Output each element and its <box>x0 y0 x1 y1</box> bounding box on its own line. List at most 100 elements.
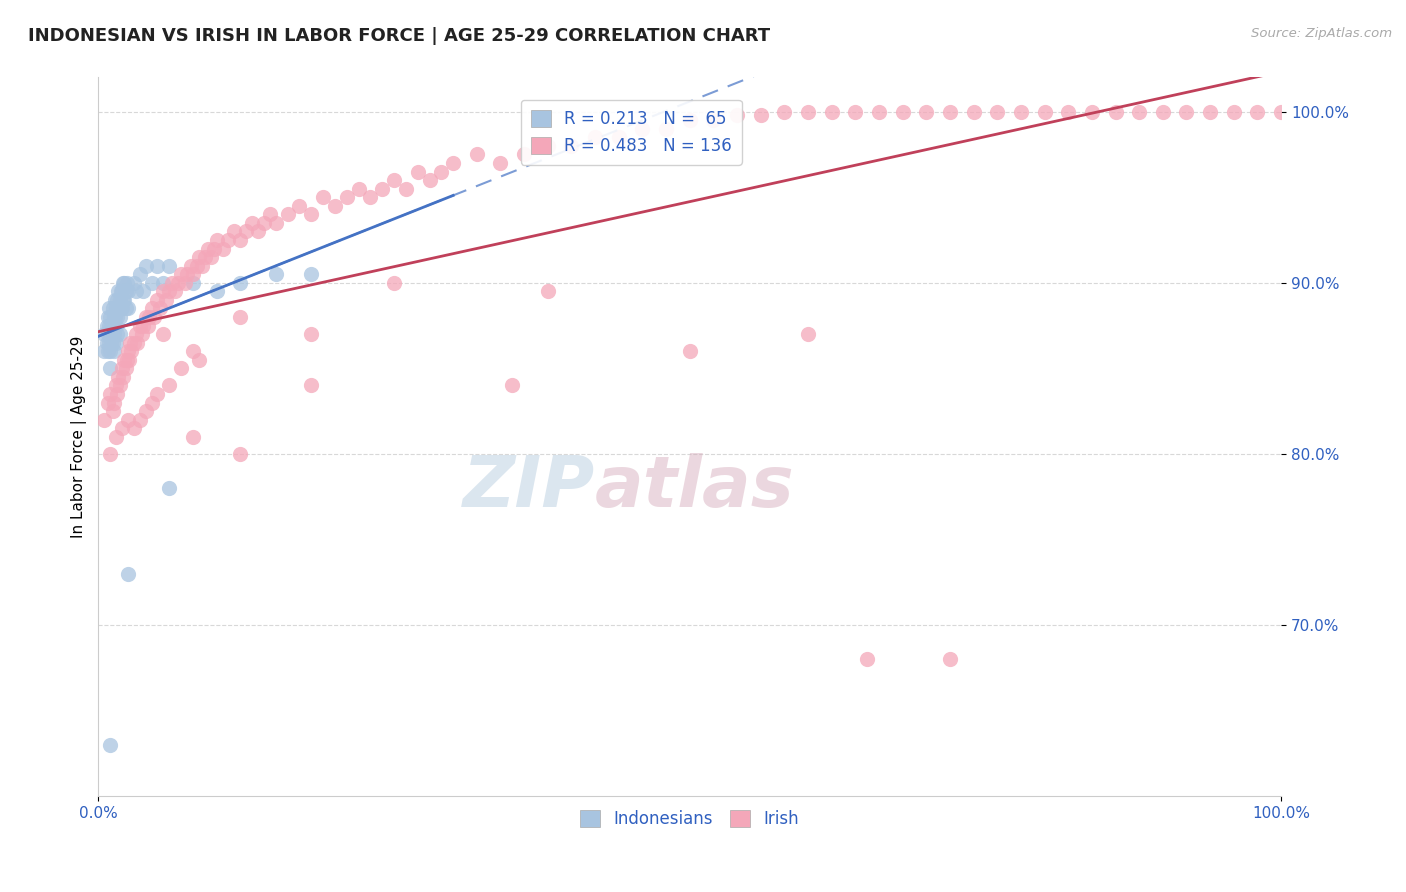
Point <box>725 108 748 122</box>
Point <box>939 652 962 666</box>
Point <box>211 242 233 256</box>
Point <box>229 276 252 290</box>
Point <box>191 259 214 273</box>
Point <box>631 121 654 136</box>
Point <box>98 327 121 342</box>
Point <box>112 370 135 384</box>
Point <box>264 216 287 230</box>
Point <box>100 318 122 333</box>
Point <box>105 327 128 342</box>
Point <box>224 224 246 238</box>
Point <box>186 259 208 273</box>
Point <box>100 335 122 350</box>
Point <box>1104 104 1126 119</box>
Point <box>406 164 429 178</box>
Point <box>93 344 115 359</box>
Point <box>112 352 135 367</box>
Point <box>108 293 131 307</box>
Point <box>299 267 322 281</box>
Point <box>136 318 159 333</box>
Point <box>122 335 145 350</box>
Point <box>112 293 135 307</box>
Point <box>98 301 121 316</box>
Point <box>395 182 418 196</box>
Point <box>382 173 405 187</box>
Point <box>103 344 125 359</box>
Point <box>607 130 630 145</box>
Point <box>173 276 195 290</box>
Point <box>1199 104 1222 119</box>
Point <box>200 250 222 264</box>
Point <box>157 285 180 299</box>
Point <box>489 156 512 170</box>
Point <box>112 276 135 290</box>
Point <box>187 352 209 367</box>
Point <box>1128 104 1150 119</box>
Point <box>1175 104 1198 119</box>
Point <box>181 344 204 359</box>
Point <box>418 173 440 187</box>
Point <box>181 430 204 444</box>
Point <box>105 318 128 333</box>
Point <box>194 250 217 264</box>
Point <box>679 113 702 128</box>
Point <box>773 104 796 119</box>
Point <box>371 182 394 196</box>
Point <box>108 310 131 324</box>
Point <box>501 378 523 392</box>
Point <box>135 310 157 324</box>
Point <box>160 276 183 290</box>
Point <box>141 276 163 290</box>
Point <box>122 421 145 435</box>
Point <box>187 250 209 264</box>
Point <box>103 310 125 324</box>
Point <box>111 361 134 376</box>
Point <box>1270 104 1292 119</box>
Point <box>217 233 239 247</box>
Point <box>157 259 180 273</box>
Point <box>962 104 984 119</box>
Point <box>939 104 962 119</box>
Point <box>98 318 121 333</box>
Point <box>181 276 204 290</box>
Point <box>146 259 169 273</box>
Point <box>382 276 405 290</box>
Point <box>105 430 128 444</box>
Point <box>101 335 124 350</box>
Point <box>891 104 914 119</box>
Point <box>138 310 160 324</box>
Point <box>583 130 606 145</box>
Point <box>131 327 153 342</box>
Point <box>117 344 139 359</box>
Point <box>111 301 134 316</box>
Point <box>1223 104 1246 119</box>
Point <box>112 293 135 307</box>
Point <box>97 344 120 359</box>
Point <box>560 139 582 153</box>
Point <box>96 318 118 333</box>
Point <box>101 301 124 316</box>
Point <box>465 147 488 161</box>
Point <box>117 285 139 299</box>
Text: atlas: atlas <box>595 452 794 522</box>
Point <box>197 242 219 256</box>
Point <box>132 285 155 299</box>
Point <box>1246 104 1268 119</box>
Point <box>441 156 464 170</box>
Point <box>98 387 121 401</box>
Point <box>122 276 145 290</box>
Point <box>96 335 118 350</box>
Point <box>115 352 138 367</box>
Point <box>146 387 169 401</box>
Point <box>166 276 188 290</box>
Point <box>323 199 346 213</box>
Y-axis label: In Labor Force | Age 25-29: In Labor Force | Age 25-29 <box>72 335 87 538</box>
Point <box>1152 104 1174 119</box>
Point <box>127 335 149 350</box>
Point <box>111 421 134 435</box>
Point <box>240 216 263 230</box>
Point <box>104 293 127 307</box>
Point <box>128 318 150 333</box>
Point <box>347 182 370 196</box>
Point <box>103 395 125 409</box>
